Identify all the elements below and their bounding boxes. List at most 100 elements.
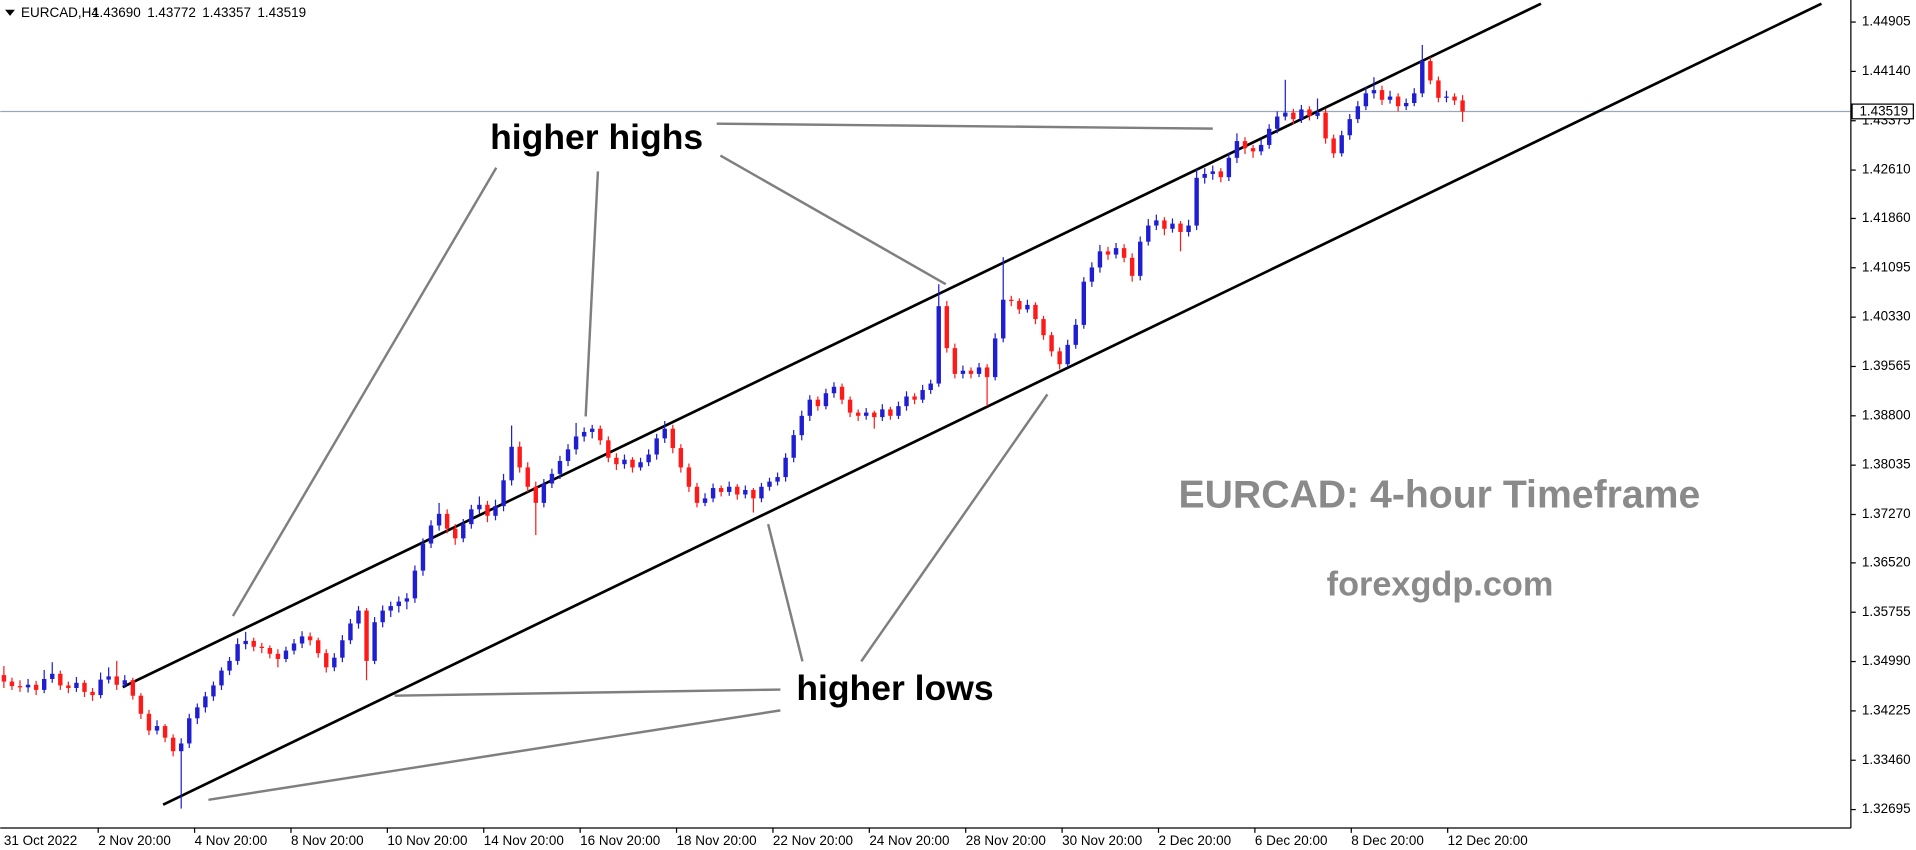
candle-body [178,743,184,752]
candle-body [1105,251,1111,255]
x-tick-label: 12 Dec 20:00 [1448,833,1528,848]
x-tick-label: 8 Nov 20:00 [291,833,364,848]
candle-body [1387,96,1393,100]
pointer-line [766,523,804,662]
candle-body [461,524,466,539]
candle-body [299,636,305,644]
candle-body [66,685,71,688]
x-tick-label: 24 Nov 20:00 [869,833,949,848]
candle-body [74,682,79,688]
current-price-box [1851,103,1914,120]
candle-body [590,428,595,432]
x-tick-label: 30 Nov 20:00 [1062,833,1142,848]
candle-body [493,506,498,516]
candle-body [654,438,659,455]
candle-body [404,598,410,602]
candle-body [348,623,353,641]
y-tick-label: 1.35755 [1862,604,1911,619]
candle-body [291,643,297,651]
y-tick-label: 1.41095 [1862,259,1911,274]
candle-body [243,640,248,645]
candle-body [195,707,200,719]
candle-body [944,306,950,349]
candle-body [670,428,676,449]
candle-body [1452,96,1457,101]
candle-body [581,431,587,437]
y-tick-label: 1.33460 [1862,752,1911,767]
candle-body [380,610,385,623]
candle-body [436,513,442,526]
y-tick-label: 1.38035 [1862,457,1911,472]
y-tick-label: 1.40330 [1862,309,1911,324]
lower-channel-line [162,2,1823,806]
candle-body [501,480,506,507]
candle-body [541,483,547,503]
candle-body [138,695,144,714]
x-tick-label: 6 Dec 20:00 [1255,833,1328,848]
candle-body [735,486,740,495]
candle-body [936,306,941,384]
candle-body [1242,141,1248,149]
candle-body [678,448,684,468]
candle-body [275,653,281,659]
candle-body [686,467,692,487]
candle-body [904,396,909,407]
candle-body [162,726,168,738]
candle-body [565,449,571,461]
x-tick-label: 18 Nov 20:00 [677,833,757,848]
y-tick-label: 1.38800 [1862,407,1911,422]
candle-body [1097,251,1103,268]
candle-body [960,370,966,374]
candle-body [469,509,474,525]
candle-body [1355,106,1361,120]
candle-body [1186,225,1191,232]
candle-body [1258,144,1264,152]
candle-body [114,676,119,685]
candle-body [767,481,772,487]
candle-body [1202,173,1207,178]
candle-body [1138,241,1143,276]
candle-body [1009,299,1014,302]
annotation: higher highs [490,117,703,157]
x-tick-label: 10 Nov 20:00 [387,833,467,848]
x-tick-label: 14 Nov 20:00 [484,833,564,848]
candle-body [533,486,538,503]
candle-body [1089,267,1095,282]
candle-body [710,488,716,499]
candle-body [315,640,321,654]
candle-body [227,660,232,671]
candle-body [219,670,224,686]
candle-body [823,393,829,407]
candle-body [1323,112,1328,139]
candle-body [606,440,611,458]
candle-body [912,396,917,400]
candle-body [235,644,240,661]
candle-body [1371,90,1377,94]
candle-body [968,370,974,374]
candle-body [452,528,458,539]
ohlc-label: 1.43357 [202,5,251,20]
pointer-line [716,122,1213,130]
annotation: higher lows [796,668,993,708]
y-tick-label: 1.39565 [1862,358,1911,373]
candle-body [340,640,345,658]
candle-body [58,673,63,686]
candle-body [718,488,724,492]
candle-body [1420,61,1425,94]
candle-body [412,570,418,599]
candle-body [170,737,176,752]
x-tick-label: 28 Nov 20:00 [966,833,1046,848]
candle-body [477,504,482,510]
candle-body [1146,225,1151,242]
candle-body [1428,61,1433,81]
candle-body [880,409,885,418]
candle-body [775,477,780,482]
candle-body [33,684,39,690]
ohlc-label: 1.43772 [147,5,196,20]
candle-body [1363,93,1369,107]
candle-body [211,685,216,697]
y-tick-label: 1.32695 [1862,801,1911,816]
x-tick-label: 2 Nov 20:00 [98,833,171,848]
candle-body [283,650,289,659]
candle-body [444,513,450,529]
